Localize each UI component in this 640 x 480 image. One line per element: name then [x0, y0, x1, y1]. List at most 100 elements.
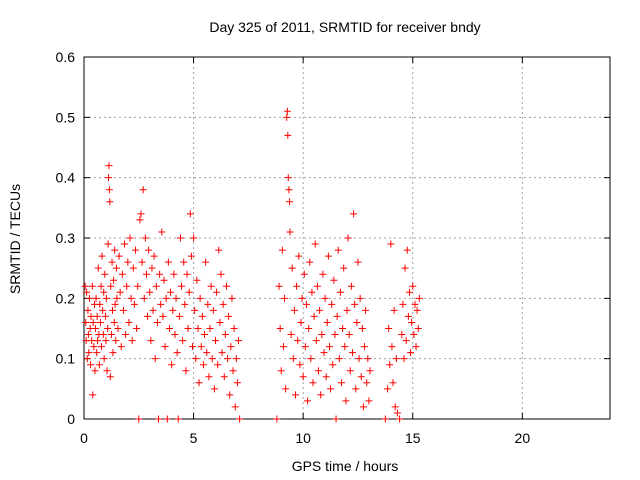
data-point [94, 337, 102, 345]
data-point [172, 294, 180, 302]
data-point [295, 252, 303, 260]
data-point [87, 361, 95, 369]
ticks-layer: 0 0.1 0.2 0.3 0.4 0.5 0.6 0 5 10 15 20 [56, 49, 610, 446]
data-point [404, 312, 412, 320]
data-point [235, 337, 243, 345]
data-point [83, 288, 91, 296]
data-point [222, 282, 230, 290]
data-point [399, 300, 407, 308]
data-point [199, 361, 207, 369]
data-point [231, 403, 239, 411]
data-point [135, 415, 143, 423]
data-point [325, 343, 333, 351]
data-point [296, 361, 304, 369]
data-point [184, 325, 192, 332]
data-point [125, 318, 133, 326]
data-point [96, 318, 104, 326]
data-point [107, 331, 115, 339]
data-point [109, 349, 117, 357]
data-point [351, 300, 359, 308]
data-point [99, 331, 107, 339]
data-point [91, 367, 99, 375]
data-point [408, 318, 416, 326]
data-point [308, 288, 316, 296]
data-point [389, 379, 397, 387]
data-point [88, 282, 96, 290]
x-tick-label: 10 [295, 430, 311, 446]
data-point [298, 294, 306, 302]
data-point [363, 379, 371, 387]
data-point [208, 355, 216, 363]
y-tick-label: 0.6 [56, 49, 76, 65]
data-point [342, 397, 350, 405]
data-point [353, 318, 361, 326]
y-tick-label: 0.5 [56, 109, 76, 125]
data-point [392, 355, 400, 363]
data-point [122, 331, 130, 339]
data-point [93, 312, 101, 320]
data-point [108, 258, 116, 266]
data-point [158, 228, 166, 236]
data-point [302, 300, 310, 308]
data-point [159, 312, 167, 320]
data-point [115, 252, 123, 260]
data-point [151, 355, 159, 363]
data-point [362, 306, 370, 314]
data-point [101, 270, 109, 278]
data-point [105, 162, 113, 170]
data-point [190, 234, 198, 242]
data-point [92, 294, 100, 302]
data-point [171, 331, 179, 339]
data-point [94, 264, 102, 272]
data-point [138, 258, 146, 266]
data-point [366, 367, 374, 375]
data-point [162, 294, 170, 302]
data-point [130, 300, 138, 308]
data-point [98, 252, 106, 260]
data-point [346, 367, 354, 375]
data-point [305, 325, 313, 332]
data-point [286, 228, 294, 236]
data-point [93, 349, 101, 357]
data-point [341, 343, 349, 351]
data-point [291, 391, 299, 399]
data-point [323, 318, 331, 326]
x-axis-label: GPS time / hours [292, 458, 399, 474]
data-point [88, 337, 96, 345]
data-point [161, 343, 169, 351]
data-point [217, 270, 225, 278]
data-point [124, 258, 132, 266]
data-point [123, 282, 131, 290]
data-point [332, 415, 340, 423]
data-point [98, 343, 106, 351]
data-point [358, 325, 366, 332]
data-point [357, 373, 365, 381]
data-point [105, 174, 113, 182]
data-point [288, 264, 296, 272]
data-point [100, 355, 108, 363]
data-point [225, 312, 233, 320]
data-point [104, 240, 112, 248]
data-point [85, 349, 93, 357]
data-point [275, 282, 283, 290]
data-point [133, 325, 141, 332]
data-point [343, 306, 351, 314]
data-point [318, 331, 326, 339]
data-point [388, 343, 396, 351]
data-point [105, 186, 113, 194]
data-point [226, 391, 234, 399]
data-point [413, 306, 421, 314]
data-point [170, 270, 178, 278]
data-point [311, 240, 319, 248]
data-point [281, 294, 289, 302]
data-point [407, 349, 415, 357]
data-point [197, 343, 205, 351]
data-point [313, 282, 321, 290]
data-point [279, 343, 287, 351]
y-tick-label: 0.1 [56, 351, 76, 367]
data-point [110, 318, 118, 326]
data-point [195, 379, 203, 387]
data-point [294, 337, 302, 345]
data-point [289, 355, 297, 363]
data-point [400, 355, 408, 363]
